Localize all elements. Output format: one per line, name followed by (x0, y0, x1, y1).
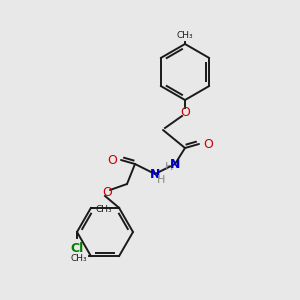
Text: O: O (203, 137, 213, 151)
Text: N: N (150, 167, 160, 181)
Text: O: O (107, 154, 117, 166)
Text: O: O (180, 106, 190, 118)
Text: H: H (157, 175, 165, 185)
Text: CH₃: CH₃ (70, 254, 87, 263)
Text: O: O (102, 185, 112, 199)
Text: H: H (165, 162, 173, 172)
Text: N: N (170, 158, 180, 170)
Text: Cl: Cl (70, 242, 84, 255)
Text: CH₃: CH₃ (177, 31, 193, 40)
Text: CH₃: CH₃ (95, 205, 112, 214)
